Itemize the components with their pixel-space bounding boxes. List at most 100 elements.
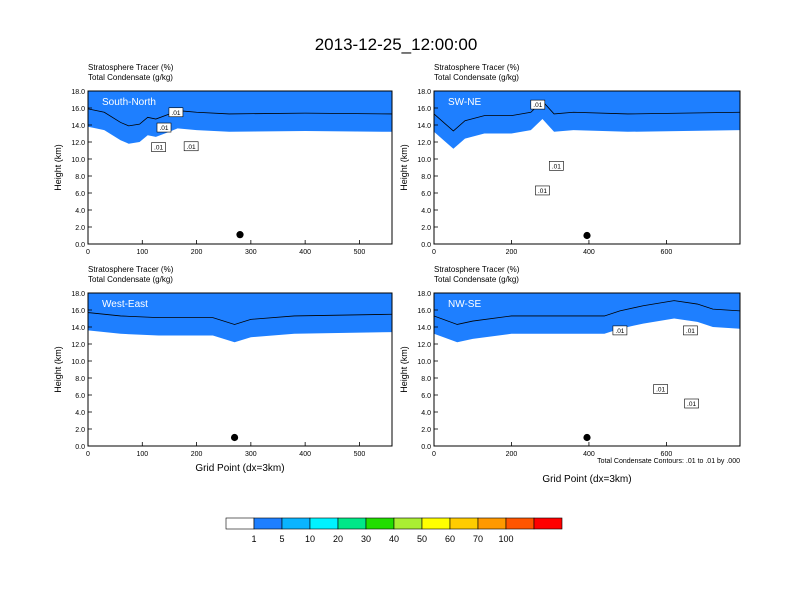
colorbar-label: 1: [251, 534, 256, 544]
contour-label: .01: [538, 188, 547, 195]
x-tick-label: 300: [245, 249, 257, 256]
x-tick-label: 100: [136, 451, 148, 458]
x-tick-label: 600: [661, 451, 673, 458]
panel-label: South-North: [102, 97, 156, 108]
chart-panel-3: West-East Stratosphere Tracer (%)Total Co…: [53, 265, 393, 474]
plot-area: .01 .01 .01 .01 NW-SE: [434, 293, 740, 442]
contour-label-box: [168, 107, 184, 118]
y-axis-label: Height (km): [399, 144, 409, 191]
header-condensate: Total Condensate (g/kg): [434, 275, 519, 284]
y-tick-label: 10.0: [417, 359, 431, 366]
tracer-band-10: [434, 293, 740, 343]
plot-frame: [87, 292, 393, 447]
contour-label: .01: [552, 163, 561, 170]
tracer-band-10: [434, 91, 740, 149]
x-tick-label: 400: [299, 451, 311, 458]
contour-label-box: [612, 325, 628, 336]
contour-label: .01: [533, 102, 542, 109]
x-tick-label: 400: [583, 451, 595, 458]
x-tick-label: 200: [506, 451, 518, 458]
location-marker: [583, 433, 591, 442]
plot-frame: [433, 292, 741, 447]
y-tick-label: 12.0: [71, 140, 85, 147]
plot-area: .01 .01 .01 .01 South-North: [88, 91, 392, 239]
y-tick-label: 8.0: [421, 376, 431, 383]
contour-label-box: [530, 99, 546, 110]
colorbar-label: 10: [305, 534, 315, 544]
header-condensate: Total Condensate (g/kg): [88, 275, 173, 284]
colorbar: 1 5 10 20 30 40 50 60 70 100: [225, 517, 563, 544]
y-axis-label: Height (km): [399, 346, 409, 393]
x-tick-label: 0: [432, 249, 436, 256]
y-tick-label: 16.0: [417, 308, 431, 315]
x-tick-label: 500: [354, 451, 366, 458]
colorbar-label: 20: [333, 534, 343, 544]
header-condensate: Total Condensate (g/kg): [434, 73, 519, 82]
y-tick-label: 2.0: [75, 427, 85, 434]
y-tick-label: 0.0: [421, 444, 431, 451]
colorbar-swatch: [533, 517, 563, 530]
x-tick-label: 500: [354, 249, 366, 256]
y-tick-label: 16.0: [417, 106, 431, 113]
y-tick-label: 6.0: [421, 393, 431, 400]
y-tick-label: 10.0: [71, 157, 85, 164]
y-tick-label: 12.0: [71, 342, 85, 349]
panel-label: West-East: [102, 299, 148, 310]
contour-label-box: [653, 384, 668, 394]
y-tick-label: 4.0: [75, 208, 85, 215]
x-tick-label: 300: [245, 451, 257, 458]
y-tick-label: 0.0: [75, 444, 85, 451]
y-tick-label: 8.0: [75, 376, 85, 383]
colorbar-swatch: [225, 517, 255, 530]
y-tick-label: 12.0: [417, 140, 431, 147]
panels: .01 .01 .01 .01 South-North Stratosphere Trac…: [53, 63, 741, 485]
x-axis-label: Grid Point (dx=3km): [195, 463, 284, 474]
colorbar-label: 70: [473, 534, 483, 544]
header-tracer: Stratosphere Tracer (%): [88, 63, 174, 72]
header-tracer: Stratosphere Tracer (%): [434, 265, 520, 274]
colorbar-label: 5: [279, 534, 284, 544]
colorbar-label: 100: [498, 534, 513, 544]
colorbar-label: 30: [361, 534, 371, 544]
y-tick-label: 18.0: [71, 291, 85, 298]
condensate-contour: [434, 300, 740, 325]
condensate-contour: [88, 108, 392, 127]
y-axis-label: Height (km): [53, 144, 63, 191]
y-tick-label: 4.0: [421, 208, 431, 215]
y-tick-label: 12.0: [417, 342, 431, 349]
y-axis-label: Height (km): [53, 346, 63, 393]
colorbar-label: 50: [417, 534, 427, 544]
y-tick-label: 6.0: [75, 393, 85, 400]
colorbar-swatch: [281, 517, 311, 530]
contour-label: .01: [615, 328, 624, 335]
condensate-contour: [88, 312, 392, 325]
y-tick-label: 0.0: [75, 242, 85, 249]
tracer-band-10: [88, 293, 392, 343]
plot-area: .01 .01 .01 SW-NE: [434, 91, 740, 240]
location-marker: [236, 231, 244, 239]
chart-panel-4: .01 .01 .01 .01 NW-SE Stratosphere Tracer (%)…: [399, 265, 741, 485]
chart-panel-1: .01 .01 .01 .01 South-North Stratosphere Trac…: [53, 63, 393, 256]
y-tick-label: 14.0: [417, 325, 431, 332]
colorbar-swatch: [477, 517, 507, 530]
y-tick-label: 18.0: [417, 291, 431, 298]
colorbar-swatch: [365, 517, 395, 530]
chart-panel-2: .01 .01 .01 SW-NE Stratosphere Tracer (%)Tot…: [399, 63, 741, 256]
contour-label-box: [683, 325, 698, 336]
colorbar-label: 60: [445, 534, 455, 544]
panel-label: SW-NE: [448, 97, 481, 108]
y-tick-label: 10.0: [417, 157, 431, 164]
colorbar-label: 40: [389, 534, 399, 544]
header-tracer: Stratosphere Tracer (%): [434, 63, 520, 72]
y-tick-label: 18.0: [71, 89, 85, 96]
contour-label: .01: [154, 145, 163, 152]
plot-frame: [433, 90, 741, 245]
y-tick-label: 6.0: [75, 191, 85, 198]
contour-label-box: [549, 161, 564, 171]
contour-label-box: [684, 398, 699, 409]
y-tick-label: 2.0: [75, 225, 85, 232]
colorbar-swatch: [253, 517, 283, 530]
x-tick-label: 200: [191, 451, 203, 458]
contour-label: .01: [687, 401, 696, 408]
